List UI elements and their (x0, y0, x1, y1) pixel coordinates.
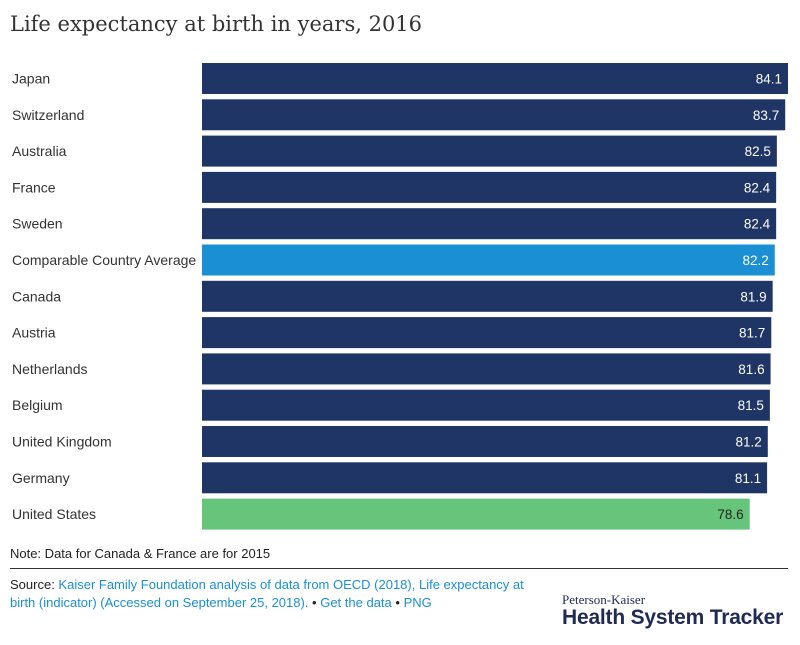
category-label: United Kingdom (12, 434, 112, 450)
chart-title: Life expectancy at birth in years, 2016 (10, 12, 423, 36)
bar (202, 135, 777, 167)
value-label: 83.7 (753, 108, 779, 123)
chart-note: Note: Data for Canada & France are for 2… (10, 546, 271, 561)
category-label: France (12, 179, 56, 195)
value-label: 81.9 (740, 289, 766, 304)
category-label: Netherlands (12, 361, 88, 377)
category-label: Switzerland (12, 107, 84, 123)
source-separator: • (308, 595, 321, 610)
bar (202, 63, 788, 94)
bar (202, 244, 775, 276)
value-label: 81.5 (738, 398, 764, 413)
category-label: Sweden (12, 216, 63, 232)
category-label: United States (12, 506, 96, 522)
logo-title: Health System Tracker (562, 606, 784, 629)
value-label: 82.4 (744, 217, 771, 232)
category-label: Austria (12, 325, 56, 341)
bar (202, 353, 771, 385)
category-label: Japan (12, 71, 50, 87)
bar (202, 317, 772, 349)
divider (10, 568, 788, 569)
value-label: 81.1 (735, 471, 761, 486)
value-label: 84.1 (756, 72, 782, 87)
png-link[interactable]: PNG (403, 595, 432, 610)
value-label: 81.2 (736, 435, 762, 450)
value-label: 82.4 (744, 180, 771, 195)
value-label: 81.6 (738, 362, 764, 377)
source-text: Source: Kaiser Family Foundation analysi… (10, 576, 530, 612)
value-label: 78.6 (717, 507, 743, 522)
category-label: Australia (12, 143, 67, 159)
category-label: Comparable Country Average (12, 252, 196, 268)
value-label: 82.2 (742, 253, 768, 268)
value-label: 81.7 (739, 326, 765, 341)
source-prefix: Source: (10, 577, 59, 592)
category-label: Canada (12, 288, 61, 304)
category-label: Belgium (12, 397, 63, 413)
get-data-link[interactable]: Get the data (320, 595, 392, 610)
bar (202, 171, 777, 203)
bar (202, 498, 750, 530)
value-label: 82.5 (745, 144, 771, 159)
bar (202, 99, 786, 131)
bar (202, 426, 768, 457)
bar (202, 208, 777, 240)
logo-subtitle: Peterson-Kaiser (562, 592, 646, 607)
bar-chart: Japan 84.1 Switzerland 83.7 Australia 82.5 Fra… (12, 63, 788, 530)
bar (202, 462, 768, 494)
source-link[interactable]: Kaiser Family Foundation analysis of dat… (10, 577, 524, 610)
bar (202, 280, 773, 312)
category-label: Germany (12, 470, 70, 486)
source-separator: • (391, 595, 404, 610)
bar (202, 389, 770, 421)
